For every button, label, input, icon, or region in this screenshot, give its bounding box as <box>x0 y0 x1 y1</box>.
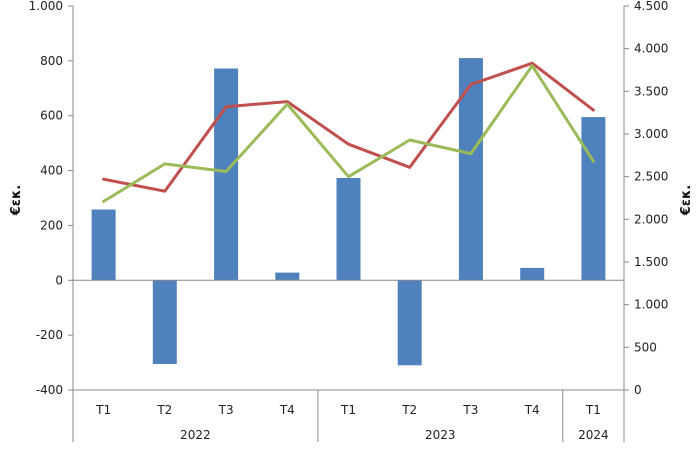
right-tick-label: 1.000 <box>634 298 668 312</box>
right-tick-label: 1.500 <box>634 255 668 269</box>
category-axis: T1 T2 T3 T4 T1 T2 T3 T4 T1 2022 2023 2024 <box>72 390 625 442</box>
left-tick-label: 600 <box>40 109 63 123</box>
bar-series <box>91 58 606 366</box>
group-label: 2022 <box>180 428 211 442</box>
right-axis-title: €εκ. <box>679 185 694 216</box>
category-label: T2 <box>156 403 172 417</box>
right-tick-label: 4.500 <box>634 0 668 13</box>
left-tick-label: -200 <box>36 328 63 342</box>
left-axis-ticks: -400 -200 0 200 400 600 800 1.000 <box>29 0 73 397</box>
bar <box>214 68 239 281</box>
left-axis-title: €εκ. <box>9 185 24 216</box>
right-tick-label: 500 <box>634 340 657 354</box>
bar <box>336 178 361 281</box>
group-label: 2024 <box>578 428 609 442</box>
right-tick-label: 3.000 <box>634 127 668 141</box>
left-tick-label: 400 <box>40 164 63 178</box>
right-tick-label: 0 <box>634 383 642 397</box>
line-series-2 <box>102 64 595 203</box>
line-series-group <box>102 61 595 203</box>
category-label: T4 <box>524 403 540 417</box>
axes <box>72 6 625 442</box>
category-label: T1 <box>585 403 601 417</box>
right-tick-label: 4.000 <box>634 42 668 56</box>
category-label: T3 <box>462 403 478 417</box>
category-label: T1 <box>340 403 356 417</box>
bar <box>275 272 300 281</box>
right-tick-label: 3.500 <box>634 84 668 98</box>
group-label: 2023 <box>425 428 456 442</box>
right-tick-label: 2.500 <box>634 170 668 184</box>
bar <box>520 267 545 281</box>
left-tick-label: -400 <box>36 383 63 397</box>
category-label: T3 <box>218 403 234 417</box>
bar <box>91 209 116 281</box>
left-tick-label: 200 <box>40 218 63 232</box>
left-tick-label: 800 <box>40 54 63 68</box>
right-axis-ticks: 0 500 1.000 1.500 2.000 2.500 3.000 3.500 4.000 4… <box>624 0 668 397</box>
category-label: T2 <box>401 403 417 417</box>
line-series-1 <box>102 61 595 193</box>
category-label: T1 <box>95 403 111 417</box>
left-tick-label: 1.000 <box>29 0 63 13</box>
bar <box>458 58 483 281</box>
bar <box>152 280 177 364</box>
bar <box>581 117 606 281</box>
category-label: T4 <box>279 403 295 417</box>
left-tick-label: 0 <box>55 273 63 287</box>
bar <box>397 280 422 366</box>
right-tick-label: 2.000 <box>634 212 668 226</box>
